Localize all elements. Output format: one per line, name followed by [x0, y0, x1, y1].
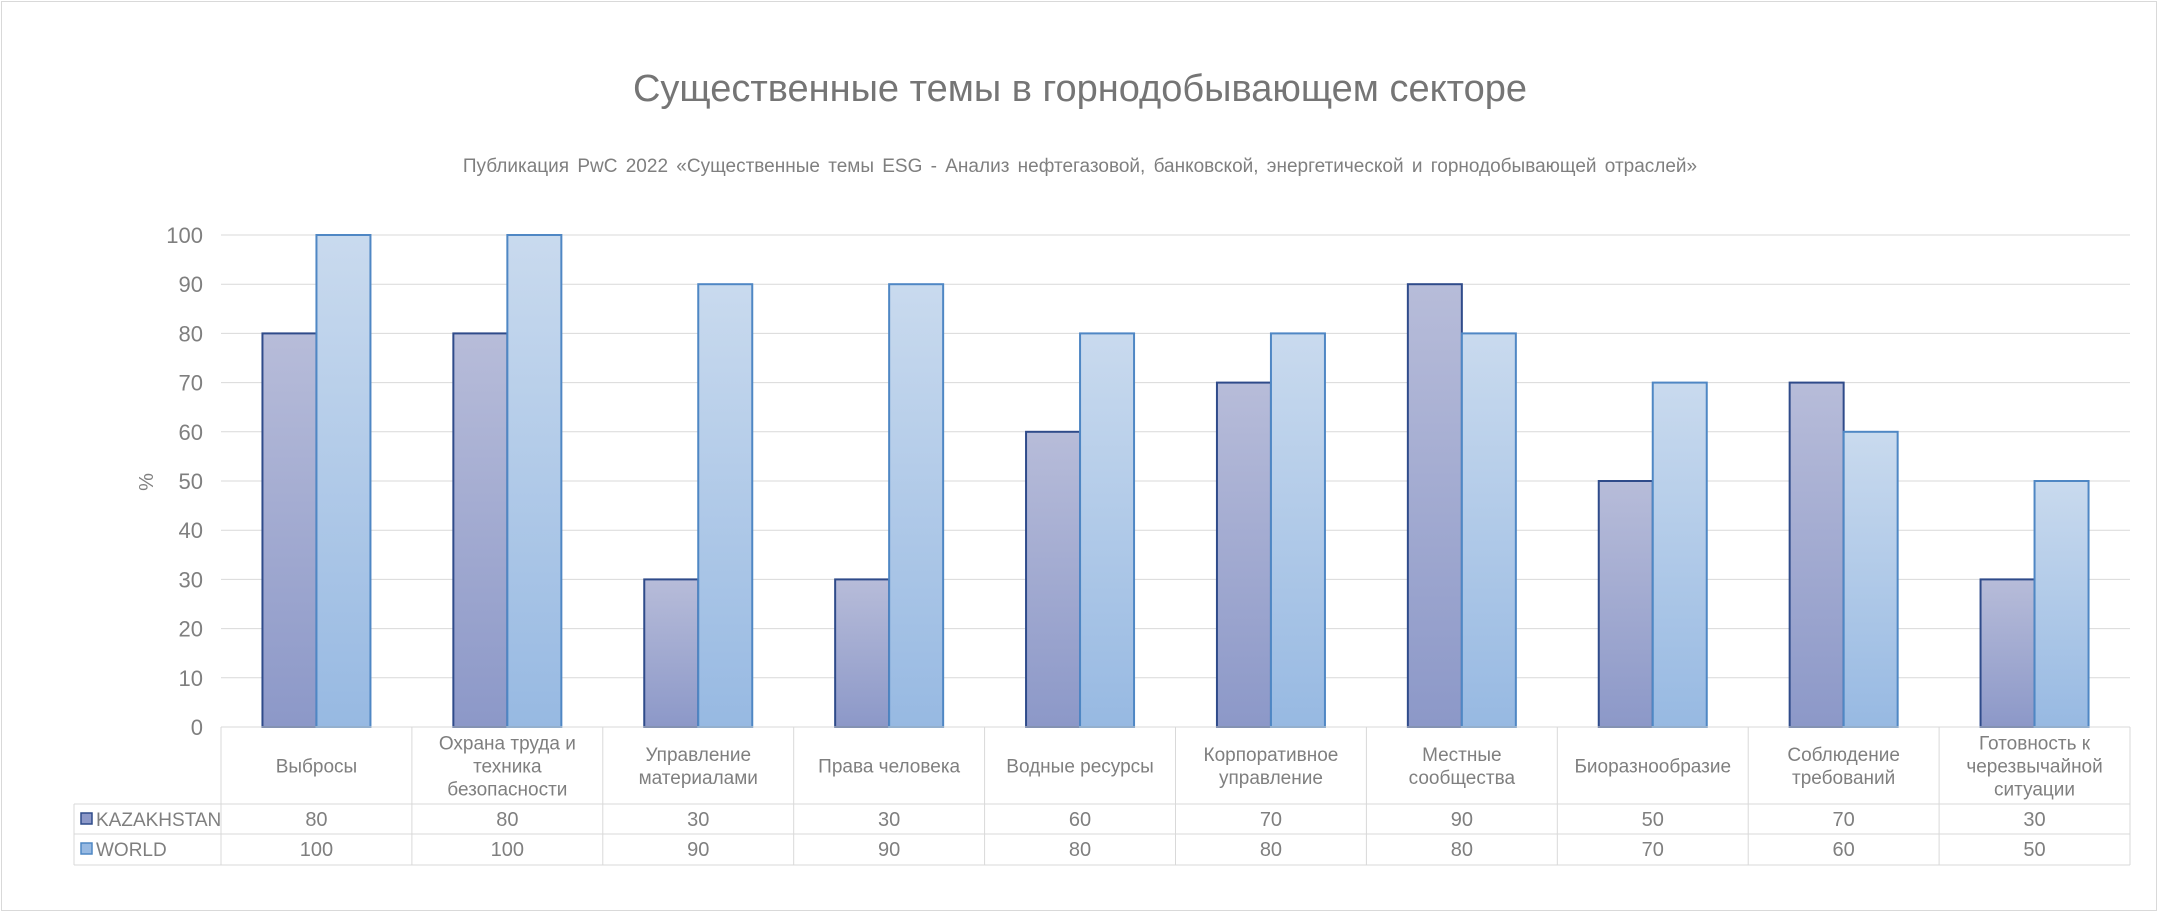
x-tick-label: Готовность к — [1979, 734, 2091, 755]
x-tick-label: требований — [1792, 768, 1895, 789]
y-tick-label: 60 — [179, 420, 203, 445]
data-label: 100 — [491, 839, 524, 861]
bar-kazakhstan — [1597, 480, 1654, 728]
x-tick-label: Управление — [645, 745, 751, 766]
data-label: 90 — [878, 839, 900, 861]
bar-world — [315, 234, 372, 728]
data-label: 30 — [2023, 809, 2045, 831]
y-tick-label: 50 — [179, 469, 203, 494]
y-tick-label: 20 — [179, 617, 203, 642]
x-tick-label: ситуации — [1994, 780, 2075, 801]
legend-label-world: WORLD — [96, 840, 167, 861]
data-label: 60 — [1833, 839, 1855, 861]
data-label: 80 — [305, 809, 327, 831]
bar-kazakhstan — [643, 578, 700, 729]
chart-subtitle: Публикация PwC 2022 «Существенные темы E… — [462, 156, 1698, 177]
data-label: 50 — [2023, 839, 2045, 861]
data-label: 30 — [687, 809, 709, 831]
bar-kazakhstan — [452, 332, 509, 728]
bar-kazakhstan — [834, 578, 891, 729]
y-tick-label: 100 — [166, 223, 203, 248]
x-tick-label: Права человека — [818, 757, 960, 778]
data-label: 80 — [496, 809, 518, 831]
data-label: 90 — [687, 839, 709, 861]
bar-kazakhstan — [1025, 430, 1082, 728]
x-tick-label: Корпоративное — [1204, 745, 1339, 766]
bar-world — [888, 283, 945, 728]
y-tick-label: 30 — [179, 567, 203, 592]
bar-world — [1460, 332, 1517, 728]
x-tick-label: Биоразнообразие — [1574, 757, 1731, 778]
y-tick-label: 10 — [179, 666, 203, 691]
x-tick-label: Охрана труда и — [439, 734, 576, 755]
data-label: 90 — [1451, 809, 1473, 831]
x-tick-label: Выбросы — [276, 757, 358, 778]
legend-label-kazakhstan: KAZAKHSTAN — [96, 810, 221, 831]
data-label: 80 — [1260, 839, 1282, 861]
data-label: 80 — [1451, 839, 1473, 861]
data-label: 60 — [1069, 809, 1091, 831]
chart-title: Существенные темы в горнодобывающем сект… — [632, 68, 1528, 110]
bar-world — [697, 283, 754, 728]
bar-world — [1651, 381, 1708, 728]
data-label: 30 — [878, 809, 900, 831]
bar-world — [1079, 332, 1136, 728]
bar-world — [506, 234, 563, 728]
data-label: 70 — [1260, 809, 1282, 831]
x-tick-label: Водные ресурсы — [1006, 757, 1154, 778]
x-tick-label: сообщества — [1409, 768, 1516, 789]
bar-world — [1269, 332, 1326, 728]
data-label: 70 — [1642, 839, 1664, 861]
bar-world — [2033, 480, 2090, 728]
data-label: 70 — [1833, 809, 1855, 831]
y-tick-label: 0 — [191, 715, 203, 740]
data-label: 80 — [1069, 839, 1091, 861]
y-tick-label: 40 — [179, 518, 203, 543]
x-tick-label: Местные — [1422, 745, 1502, 766]
y-tick-label: 80 — [179, 321, 203, 346]
bar-kazakhstan — [1788, 381, 1845, 728]
bar-kazakhstan — [261, 332, 318, 728]
y-tick-label: 90 — [179, 272, 203, 297]
x-tick-label: техника — [473, 757, 542, 778]
data-label: 100 — [300, 839, 333, 861]
bar-kazakhstan — [1406, 283, 1463, 728]
x-tick-label: безопасности — [447, 780, 567, 801]
x-tick-label: управление — [1219, 768, 1323, 789]
x-tick-label: материалами — [639, 768, 758, 789]
x-tick-label: черезвычайной — [1966, 757, 2102, 778]
legend-swatch-kazakhstan — [80, 812, 93, 825]
bar-world — [1842, 430, 1899, 728]
bar-kazakhstan — [1215, 381, 1272, 728]
x-tick-label: Соблюдение — [1787, 745, 1900, 766]
legend-swatch-world — [80, 842, 93, 855]
data-label: 50 — [1642, 809, 1664, 831]
y-tick-label: 70 — [179, 371, 203, 396]
bar-kazakhstan — [1979, 578, 2036, 729]
